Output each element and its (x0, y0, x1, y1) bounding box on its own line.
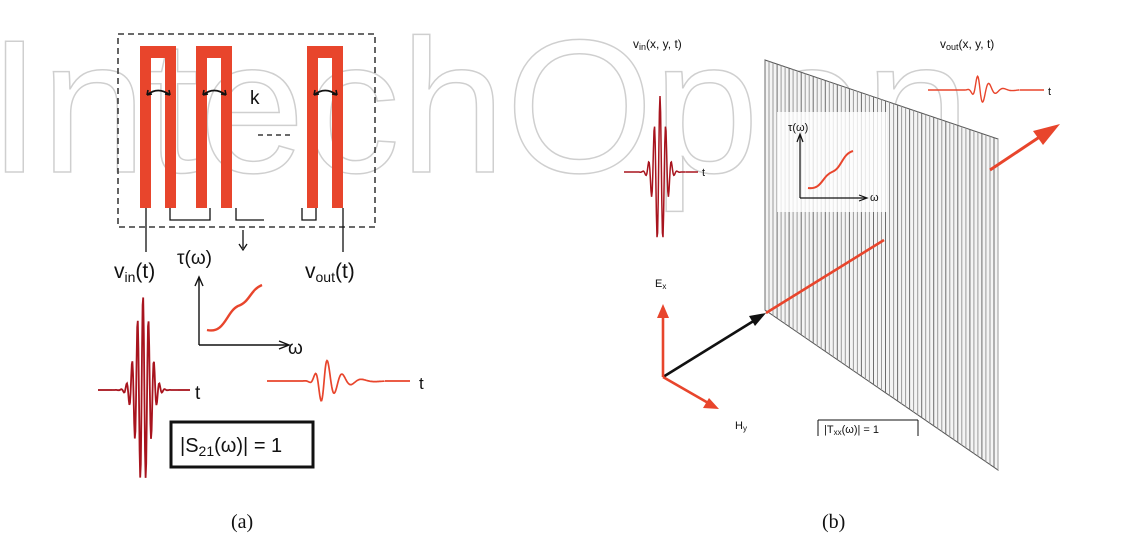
t-label-out-a: t (419, 374, 424, 393)
v-in-label: vin(t) (114, 260, 155, 285)
output-pulse-a (267, 359, 410, 402)
output-pulse-b (928, 75, 1044, 104)
pulse-waveform (636, 95, 686, 238)
magnitude-equation-a: |S21(ω)| = 1 (180, 435, 282, 459)
e-field-vector (657, 304, 669, 377)
group-delay-axes-a (194, 275, 291, 350)
t-label-in-a: t (195, 383, 201, 404)
pulse-waveform (285, 359, 385, 402)
tau-label: τ(ω) (177, 248, 212, 269)
propagation-vector-outside (662, 315, 761, 379)
resonator-1 (140, 46, 176, 208)
allpass-network-box (117, 33, 376, 228)
output-beam-arrowhead (1033, 124, 1060, 145)
panel-b: vin(x, y, t) vout(x, y, t) τ(ω) ω (624, 37, 1060, 533)
omega-label-a: ω (288, 338, 303, 359)
coupling-arrows (146, 89, 338, 96)
omega-label-b: ω (870, 192, 879, 204)
output-beam (989, 132, 1045, 172)
magnitude-equation-box-b (817, 419, 919, 436)
coupling-label: k (250, 88, 260, 109)
propagation-beam-inside (765, 238, 885, 315)
group-delay-axes-b (796, 132, 869, 202)
feed-lines (145, 208, 344, 252)
tau-label-b: τ(ω) (788, 122, 808, 134)
input-pulse-b (624, 95, 698, 238)
resonator-3 (307, 46, 343, 208)
t-label-in-b: t (702, 167, 705, 179)
caption-b: (b) (822, 511, 845, 533)
t-label-out-b: t (1048, 86, 1051, 98)
v-in-label-b: vin(x, y, t) (633, 37, 682, 52)
group-delay-curve-a (206, 283, 263, 332)
magnitude-equation-b: |Txx(ω)| = 1 (824, 424, 879, 437)
v-out-label: vout(t) (305, 260, 355, 285)
panel-a: k vin(t) τ(ω) vout(t) ω (98, 33, 424, 533)
pulse-waveform (950, 75, 1020, 104)
propagation-arrowhead (749, 313, 766, 326)
e-field-label: Ex (655, 278, 666, 291)
caption-a: (a) (231, 511, 253, 533)
group-delay-inset-b (777, 112, 887, 212)
h-field-vector (662, 375, 719, 409)
group-delay-curve-b (807, 150, 854, 190)
h-field-label: Hy (735, 420, 747, 433)
resonator-2 (196, 46, 232, 208)
v-out-label-b: vout(x, y, t) (940, 37, 994, 52)
magnitude-equation-box-a (169, 420, 315, 469)
input-pulse-a (98, 297, 190, 478)
pulse-waveform (112, 297, 178, 478)
